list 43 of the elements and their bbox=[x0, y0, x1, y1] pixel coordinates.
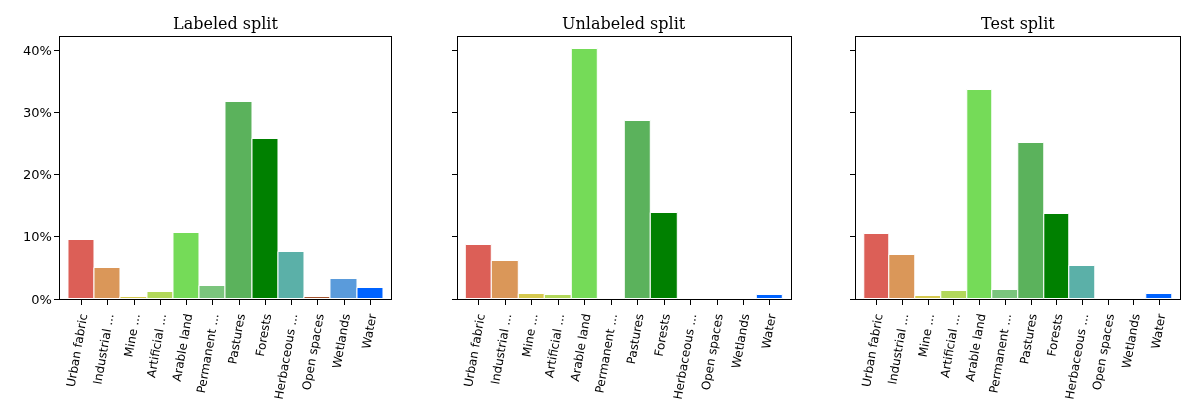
x-tick-label: Arable land bbox=[169, 312, 196, 383]
x-tick-label: Mine ... bbox=[121, 312, 143, 359]
y-tick-label: 10% bbox=[22, 229, 52, 245]
x-tick-label: Industrial ... bbox=[90, 312, 117, 386]
x-tick-label: Mine ... bbox=[915, 312, 938, 359]
x-tick-label: Water bbox=[359, 312, 380, 351]
x-tick-label: Urban fabric bbox=[461, 312, 488, 389]
x-tick-label: Forests bbox=[252, 312, 275, 358]
x-tick-label: Arable land bbox=[962, 312, 989, 383]
x-tick-label: Urban fabric bbox=[859, 312, 886, 389]
x-tick-label: Artificial ... bbox=[937, 312, 963, 379]
y-tick-label: 40% bbox=[22, 43, 52, 59]
x-tick-label: Open spaces bbox=[299, 312, 327, 392]
x-tick-label: Arable land bbox=[567, 312, 594, 383]
x-tick-label: Forests bbox=[1044, 312, 1066, 358]
x-tick-label: Industrial ... bbox=[885, 312, 912, 386]
x-tick-label: Pastures bbox=[1017, 312, 1040, 366]
x-tick-label: Open spaces bbox=[1089, 312, 1117, 392]
x-tick-label: Wetlands bbox=[728, 312, 753, 370]
y-tick-label: 30% bbox=[22, 105, 52, 121]
bar bbox=[755, 294, 783, 299]
chart-title: Labeled split bbox=[173, 14, 279, 33]
x-tick-label: Pastures bbox=[623, 312, 647, 366]
x-tick-label: Permanent ... bbox=[986, 312, 1015, 395]
x-tick-label: Mine ... bbox=[519, 312, 541, 359]
x-tick-label: Water bbox=[758, 312, 779, 351]
x-tick-label: Artificial ... bbox=[542, 312, 568, 379]
y-tick-label: 20% bbox=[22, 167, 52, 183]
chart-title: Unlabeled split bbox=[562, 14, 686, 33]
x-tick-label: Urban fabric bbox=[63, 312, 91, 389]
x-tick-label: Water bbox=[1148, 312, 1169, 351]
x-tick-label: Artificial ... bbox=[144, 312, 170, 379]
x-tick-label: Industrial ... bbox=[488, 312, 515, 386]
x-tick-label: Wetlands bbox=[1119, 312, 1143, 370]
y-tick-label: 0% bbox=[31, 291, 52, 307]
x-tick-label: Wetlands bbox=[329, 312, 353, 370]
x-tick-label: Pastures bbox=[225, 312, 248, 366]
chart-title: Test split bbox=[981, 14, 1056, 33]
x-tick-label: Permanent ... bbox=[592, 312, 621, 395]
x-tick-label: Permanent ... bbox=[193, 312, 222, 395]
bar bbox=[1145, 293, 1173, 299]
x-tick-label: Open spaces bbox=[698, 312, 726, 392]
x-tick-label: Forests bbox=[651, 312, 673, 358]
